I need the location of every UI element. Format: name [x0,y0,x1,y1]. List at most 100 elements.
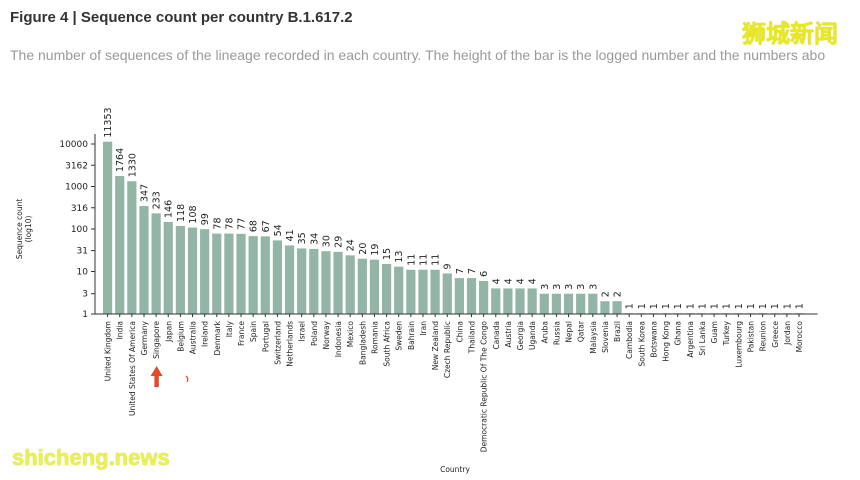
bar [479,280,489,314]
bar [576,293,586,314]
bar [345,255,355,314]
category-label: Romania [370,321,379,354]
bar [224,233,234,314]
value-label: 108 [188,205,199,223]
watermark-site: shicheng.news [12,445,170,470]
category-label: Brazil [613,321,622,342]
category-label: Mexico [346,321,355,348]
category-label: South Africa [383,321,392,367]
value-label: 67 [261,220,272,232]
value-label: 347 [139,184,150,202]
arrow-head [150,366,163,376]
value-label: 11 [418,254,429,266]
category-label: Bahrain [407,321,416,350]
value-label: 233 [152,191,163,209]
category-label: Norway [322,320,331,349]
category-label: Qatar [577,320,586,342]
value-label: 1 [795,303,806,309]
bar [430,269,440,314]
category-label: Israel [298,321,307,342]
value-label: 1 [770,303,781,309]
category-label: Denmark [213,320,222,355]
bar [551,293,562,314]
y-axis-ticks: 1 3 10 31 100 316 1000 3162 10000 [59,140,95,320]
value-label: 68 [249,220,260,232]
bar [163,222,173,314]
bar [139,206,149,314]
value-label: 78 [224,217,235,229]
category-label: France [237,321,246,346]
category-label: Austria [504,321,513,348]
y-axis-label: Sequence count(log10) [15,199,33,260]
category-label: Democratic Republic Of The Congo [480,321,489,453]
bar [600,301,610,314]
bar [588,293,598,314]
y-tick-label: 3162 [65,161,88,171]
value-label: 54 [273,224,284,236]
axis-titles: Sequence count(log10) Country [15,199,470,474]
y-tick-label: 316 [71,204,88,214]
value-label: 30 [321,235,332,247]
category-label: Russia [552,321,561,345]
value-label: 118 [176,204,187,222]
category-label: Turkey [722,320,731,346]
y-tick-label: 10 [77,268,89,278]
y-axis-label-line: Sequence count [15,199,24,260]
bar [248,236,258,314]
y-tick-label: 1000 [65,183,88,193]
bar [381,264,392,314]
category-label: Uganda [528,321,537,350]
y-tick-label: 10000 [59,140,88,150]
value-label: 1 [746,303,757,309]
category-label: Slovenia [601,321,610,353]
category-label: Japan [164,321,173,343]
value-label: 1 [661,303,672,309]
value-label: 1 [649,303,660,309]
figure-caption: The number of sequences of the lineage r… [10,47,826,63]
category-label: Morocco [795,321,804,353]
category-label: New Zealand [431,321,440,371]
axes [94,134,818,317]
value-label: 1330 [127,153,138,177]
category-label: Malaysia [589,321,598,354]
category-label: Poland [310,321,319,346]
value-label: 4 [503,278,514,284]
value-label: 146 [164,200,175,218]
value-label: 3 [564,284,575,290]
bar [442,273,452,314]
figure-title: Figure 4 | Sequence count per country B.… [10,9,353,26]
value-label: 1 [685,303,696,309]
category-label: Jordan [783,321,792,346]
category-label: Czech Republic [443,321,452,378]
category-label: Netherlands [286,321,295,367]
value-label: 7 [467,268,478,274]
y-axis-label-line: (log10) [24,216,33,243]
bar [200,229,210,314]
category-label: Canada [492,321,501,350]
bar [612,301,622,314]
category-label: Argentina [686,321,695,358]
bar [297,248,307,314]
value-label: 11 [431,254,442,266]
value-label: 24 [346,239,357,251]
category-label: Spain [249,321,258,342]
category-label: Nepal [565,321,574,343]
category-label: Reunion [759,321,768,352]
category-label: Iran [419,321,428,336]
y-tick-label: 3 [82,290,88,300]
bar [515,288,525,314]
bar [369,259,380,314]
bar [321,251,331,314]
category-label: Aruba [540,321,549,343]
category-label: Australia [189,321,198,354]
category-label: Pakistan [746,321,755,353]
value-label: 15 [382,248,393,260]
value-label: 41 [285,229,296,241]
category-label: Bangladesh [358,321,367,365]
value-label: 99 [200,213,211,225]
category-label: Indonesia [334,321,343,357]
bar [454,278,464,314]
value-label: 1 [710,303,721,309]
category-label: Belgium [176,321,185,352]
